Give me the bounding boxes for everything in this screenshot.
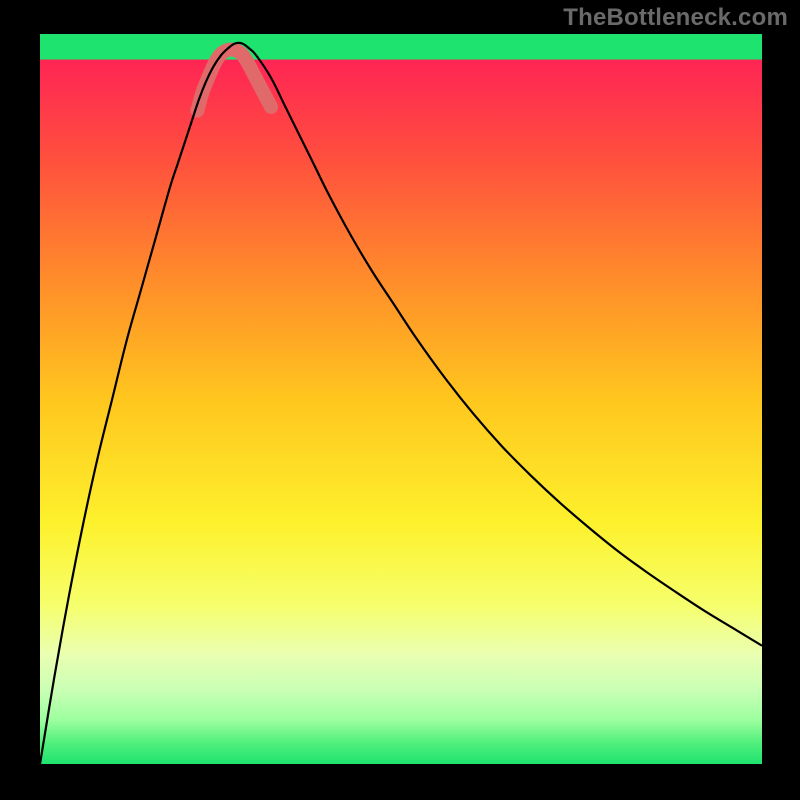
bottleneck-chart — [0, 0, 800, 800]
chart-container: TheBottleneck.com — [0, 0, 800, 800]
plot-background — [40, 34, 762, 764]
bottom-green-band — [40, 34, 762, 60]
